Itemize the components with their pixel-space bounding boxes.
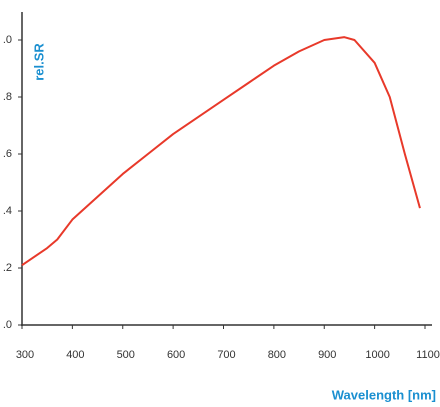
x-tick-label: 700	[217, 349, 235, 361]
y-tick-label: .6	[3, 148, 12, 160]
x-tick-label: 800	[268, 349, 286, 361]
y-tick-label: .2	[3, 262, 12, 274]
y-tick-label: .8	[3, 91, 12, 103]
x-tick-label: 900	[318, 349, 336, 361]
x-tick-label: 500	[117, 349, 135, 361]
y-axis-title: rel.SR	[31, 43, 46, 81]
x-tick-label: 400	[66, 349, 84, 361]
x-tick-label: 600	[167, 349, 185, 361]
x-axis-title: Wavelength [nm]	[332, 387, 436, 402]
x-tick-label: 1100	[416, 349, 440, 361]
x-tick-label: 1000	[365, 349, 389, 361]
x-tick-label: 300	[16, 349, 34, 361]
y-tick-label: .0	[3, 34, 12, 46]
data-line	[21, 36, 421, 266]
y-tick-label: .0	[3, 319, 12, 331]
y-tick-label: .4	[3, 205, 12, 217]
